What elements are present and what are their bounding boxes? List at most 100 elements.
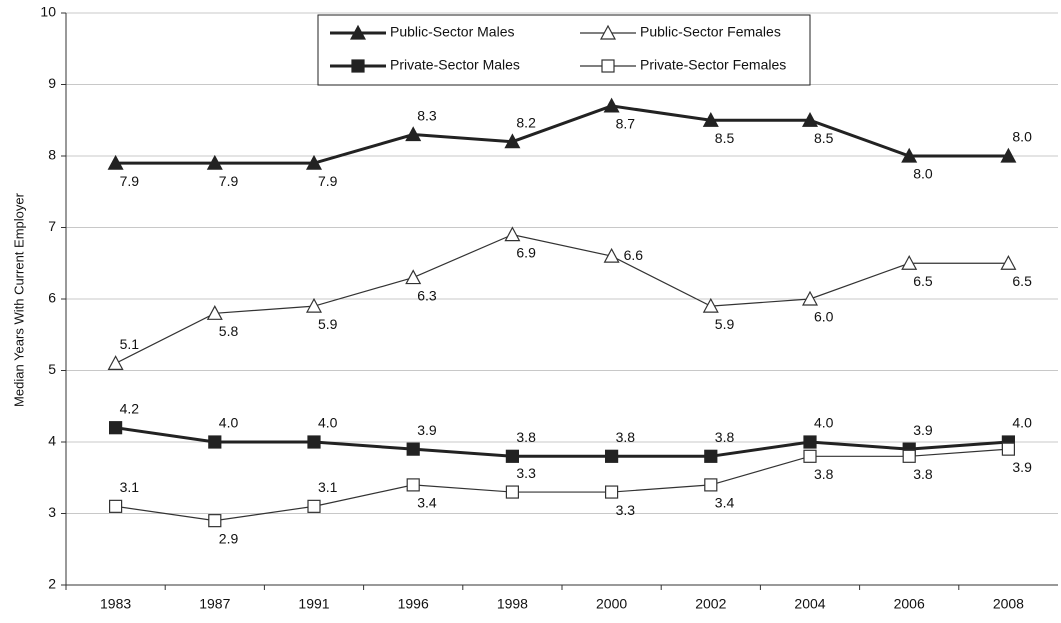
data-label: 6.9 bbox=[516, 244, 536, 260]
data-label: 4.0 bbox=[1012, 415, 1032, 431]
point bbox=[405, 269, 422, 285]
point bbox=[702, 297, 719, 313]
data-label: 3.3 bbox=[616, 502, 636, 518]
legend-box bbox=[317, 14, 811, 86]
data-label: 3.9 bbox=[913, 422, 933, 438]
point bbox=[405, 126, 422, 142]
data-label: 3.9 bbox=[417, 422, 437, 438]
data-label: 8.3 bbox=[417, 107, 437, 123]
point bbox=[902, 449, 916, 463]
legend-label: Public-Sector Males bbox=[390, 24, 515, 40]
data-label: 8.0 bbox=[913, 166, 933, 182]
data-label: 6.5 bbox=[913, 273, 933, 289]
y-axis-title: Median Years With Current Employer bbox=[11, 192, 26, 407]
x-tick-label: 2002 bbox=[695, 596, 726, 612]
point bbox=[901, 147, 918, 163]
data-label: 5.9 bbox=[715, 316, 735, 332]
data-label: 6.6 bbox=[624, 247, 644, 263]
data-label: 3.9 bbox=[1012, 459, 1032, 475]
series-line bbox=[115, 426, 1009, 458]
data-label: 7.9 bbox=[120, 173, 140, 189]
point bbox=[406, 478, 420, 492]
y-tick-label: 7 bbox=[48, 218, 56, 234]
data-label: 3.4 bbox=[715, 495, 735, 511]
point bbox=[504, 133, 521, 149]
legend-label: Private-Sector Males bbox=[390, 57, 520, 73]
y-tick-label: 4 bbox=[48, 433, 56, 449]
point bbox=[1000, 254, 1017, 270]
x-tick-label: 1996 bbox=[398, 596, 429, 612]
y-tick-label: 8 bbox=[48, 147, 56, 163]
data-label: 6.5 bbox=[1012, 273, 1032, 289]
point bbox=[206, 305, 223, 320]
data-label: 3.4 bbox=[417, 495, 437, 511]
legend-label: Private-Sector Females bbox=[640, 57, 786, 73]
legend-label: Public-Sector Females bbox=[640, 24, 781, 40]
data-label: 6.3 bbox=[417, 287, 437, 303]
legend-marker bbox=[351, 59, 365, 73]
y-tick-label: 6 bbox=[48, 290, 56, 306]
point bbox=[702, 111, 719, 127]
legend-marker bbox=[599, 24, 617, 40]
y-tick-label: 3 bbox=[48, 504, 56, 520]
x-tick-label: 1983 bbox=[100, 596, 131, 612]
point bbox=[406, 442, 420, 456]
point bbox=[803, 435, 817, 449]
data-label: 4.0 bbox=[318, 415, 338, 431]
point bbox=[307, 435, 321, 449]
y-tick-label: 9 bbox=[48, 75, 56, 91]
data-label: 3.1 bbox=[318, 479, 338, 495]
point bbox=[1001, 442, 1016, 456]
data-label: 6.0 bbox=[814, 309, 834, 325]
point bbox=[107, 355, 124, 370]
series-line bbox=[115, 234, 1009, 364]
data-label: 8.5 bbox=[715, 130, 735, 146]
data-label: 8.5 bbox=[814, 130, 834, 146]
point bbox=[208, 435, 222, 449]
point bbox=[505, 449, 519, 463]
data-label: 3.8 bbox=[516, 429, 536, 445]
point bbox=[208, 514, 222, 528]
y-tick-label: 5 bbox=[48, 361, 56, 377]
point bbox=[504, 226, 521, 242]
point bbox=[901, 254, 918, 270]
data-label: 3.8 bbox=[814, 466, 834, 482]
point bbox=[801, 111, 819, 127]
data-label: 8.0 bbox=[1012, 129, 1032, 145]
data-label: 7.9 bbox=[219, 173, 239, 189]
point bbox=[704, 478, 718, 492]
data-label: 5.8 bbox=[219, 323, 239, 339]
x-tick-label: 2004 bbox=[794, 596, 825, 612]
x-tick-label: 2006 bbox=[894, 596, 925, 612]
point bbox=[604, 449, 619, 463]
data-label: 8.7 bbox=[616, 116, 636, 132]
x-tick-label: 2008 bbox=[993, 596, 1024, 612]
data-label: 7.9 bbox=[318, 173, 338, 189]
series-line bbox=[115, 448, 1009, 522]
data-label: 5.1 bbox=[120, 336, 140, 352]
point bbox=[206, 154, 223, 170]
point bbox=[704, 449, 718, 463]
data-label: 3.3 bbox=[516, 465, 536, 481]
data-label: 3.8 bbox=[616, 429, 636, 445]
point bbox=[107, 154, 124, 170]
legend-marker bbox=[601, 59, 615, 73]
x-tick-label: 1998 bbox=[497, 596, 528, 612]
x-tick-label: 1987 bbox=[199, 596, 230, 612]
point bbox=[307, 499, 321, 513]
y-tick-label: 2 bbox=[48, 576, 56, 592]
data-label: 3.8 bbox=[913, 466, 933, 482]
point bbox=[604, 485, 619, 499]
x-tick-label: 2000 bbox=[596, 596, 627, 612]
data-label: 4.0 bbox=[814, 415, 834, 431]
y-tick-label: 10 bbox=[40, 4, 56, 20]
point bbox=[801, 290, 819, 306]
point bbox=[305, 297, 323, 313]
point bbox=[603, 247, 620, 263]
data-label: 3.8 bbox=[715, 429, 735, 445]
point bbox=[603, 97, 620, 113]
x-tick-label: 1991 bbox=[298, 596, 329, 612]
point bbox=[1000, 147, 1017, 163]
point bbox=[305, 154, 323, 170]
